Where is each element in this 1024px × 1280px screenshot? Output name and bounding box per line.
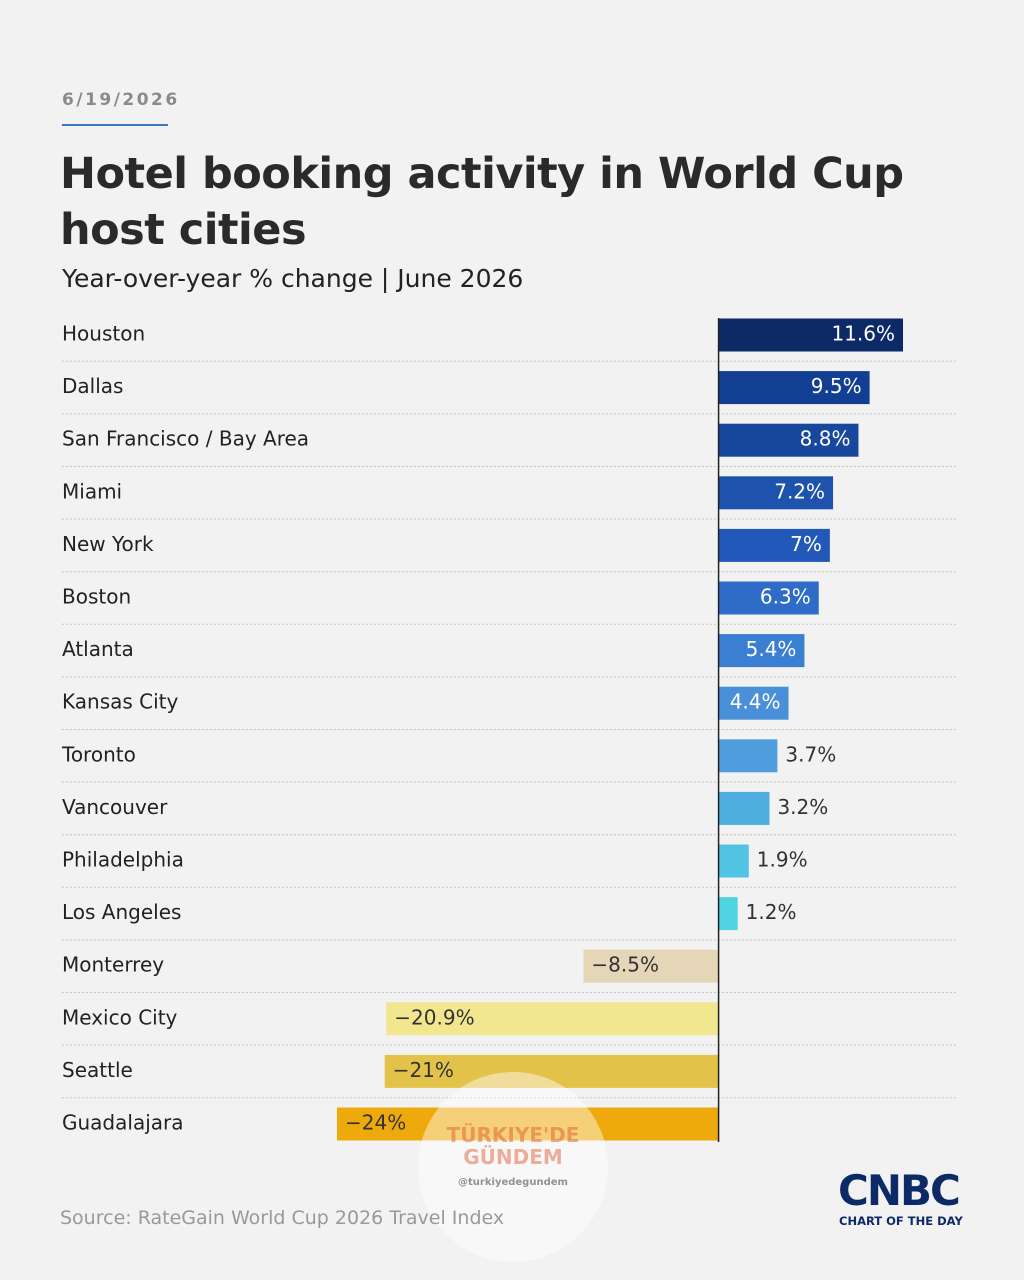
- bar: [718, 371, 870, 405]
- value-label: 9.5%: [811, 374, 862, 398]
- category-label: Atlanta: [62, 637, 134, 661]
- watermark-text: GÜNDEM: [463, 1145, 563, 1169]
- bar: [386, 1002, 719, 1036]
- value-label: 4.4%: [730, 690, 781, 714]
- bar: [718, 897, 738, 931]
- watermark-text: TÜRKIYE'DE: [446, 1123, 580, 1147]
- date-rule: [62, 124, 168, 126]
- bar: [718, 739, 778, 773]
- category-label: Kansas City: [62, 690, 179, 714]
- value-label: 7%: [790, 532, 822, 556]
- bar: [583, 949, 719, 983]
- bar: [718, 686, 789, 720]
- bar: [718, 844, 749, 878]
- value-label: −20.9%: [394, 1005, 474, 1029]
- value-label: −21%: [393, 1058, 454, 1082]
- value-label: 5.4%: [746, 637, 797, 661]
- bar: [718, 318, 903, 352]
- bar: [718, 581, 819, 615]
- bar: [718, 423, 859, 457]
- value-label: 1.2%: [746, 900, 797, 924]
- bar: [718, 528, 830, 562]
- value-label: 3.2%: [777, 795, 828, 819]
- logo: CNBC: [838, 1166, 961, 1215]
- category-label: Los Angeles: [62, 900, 181, 924]
- value-label: 1.9%: [757, 848, 808, 872]
- value-label: −24%: [345, 1111, 406, 1135]
- category-label: Guadalajara: [62, 1111, 183, 1135]
- value-label: 7.2%: [774, 479, 825, 503]
- bar: [384, 1054, 719, 1088]
- category-label: Toronto: [61, 742, 136, 766]
- value-label: 3.7%: [785, 742, 836, 766]
- category-label: Seattle: [62, 1058, 133, 1082]
- category-label: New York: [62, 532, 154, 556]
- category-label: Mexico City: [62, 1005, 178, 1029]
- chart-title: Hotel booking activity in World Cup host…: [60, 149, 904, 255]
- value-label: 11.6%: [831, 322, 895, 346]
- date: 6/19/2026: [62, 90, 180, 110]
- chart-subtitle: Year-over-year % change | June 2026: [62, 264, 524, 293]
- category-label: Vancouver: [62, 795, 168, 819]
- watermark-handle: @turkiyedegundem: [458, 1177, 568, 1188]
- category-label: Houston: [62, 322, 145, 346]
- value-label: −8.5%: [591, 953, 659, 977]
- value-label: 8.8%: [800, 427, 851, 451]
- watermark: TÜRKIYE'DE GÜNDEM @turkiyedegundem: [418, 1072, 608, 1262]
- category-label: Dallas: [62, 374, 123, 398]
- bar: [718, 476, 834, 510]
- source: Source: RateGain World Cup 2026 Travel I…: [60, 1207, 505, 1229]
- value-label: 6.3%: [760, 585, 811, 609]
- bar: [718, 791, 770, 825]
- bar: [718, 634, 805, 668]
- category-label: Philadelphia: [62, 848, 184, 872]
- category-label: San Francisco / Bay Area: [62, 427, 309, 451]
- category-label: Miami: [62, 479, 122, 503]
- category-label: Monterrey: [62, 953, 164, 977]
- bar: [337, 1107, 719, 1141]
- category-label: Boston: [62, 585, 131, 609]
- logo-tagline: CHART OF THE DAY: [839, 1214, 963, 1228]
